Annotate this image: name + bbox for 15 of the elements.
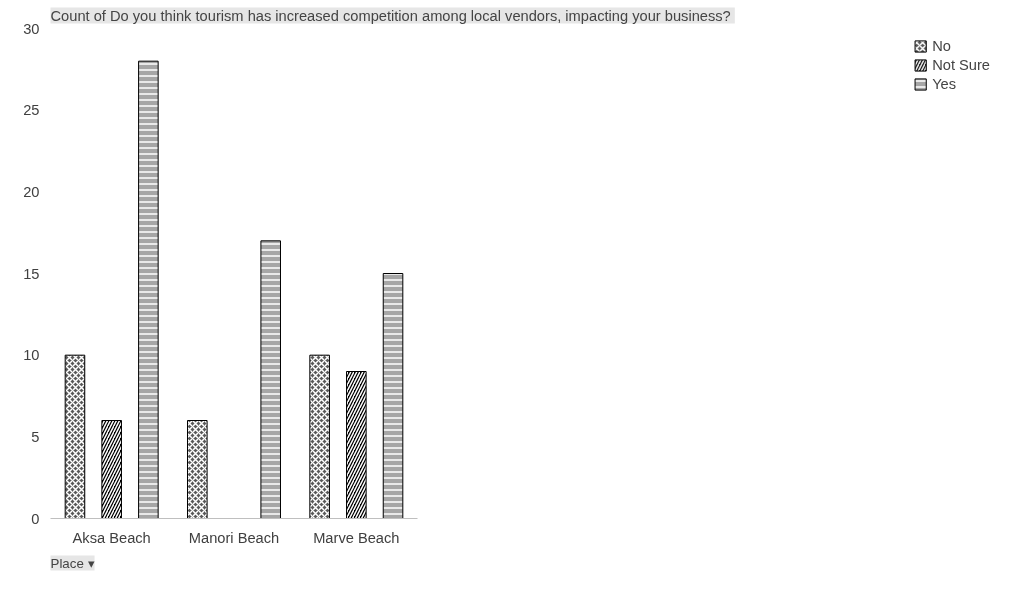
y-tick-label: 0 [31,510,40,527]
y-tick-label: 30 [23,20,40,37]
chart-title: Count of Do you think tourism has increased competition among local vendors, impacting your business? [50,7,731,24]
text: Place ▾ [50,555,95,571]
legend-label: Not Sure [932,57,990,73]
y-tick-label: 5 [31,428,40,445]
y-tick-label: 15 [23,265,40,282]
legend-label: No [932,38,952,54]
x-tick-label: Marve Beach [313,529,400,546]
x-tick-label: Manori Beach [188,529,280,546]
y-tick-label: 25 [23,102,40,119]
y-tick-label: 20 [23,183,40,200]
y-tick-label: 10 [23,347,40,364]
x-tick-label: Aksa Beach [72,529,151,546]
legend-label: Yes [932,76,957,92]
